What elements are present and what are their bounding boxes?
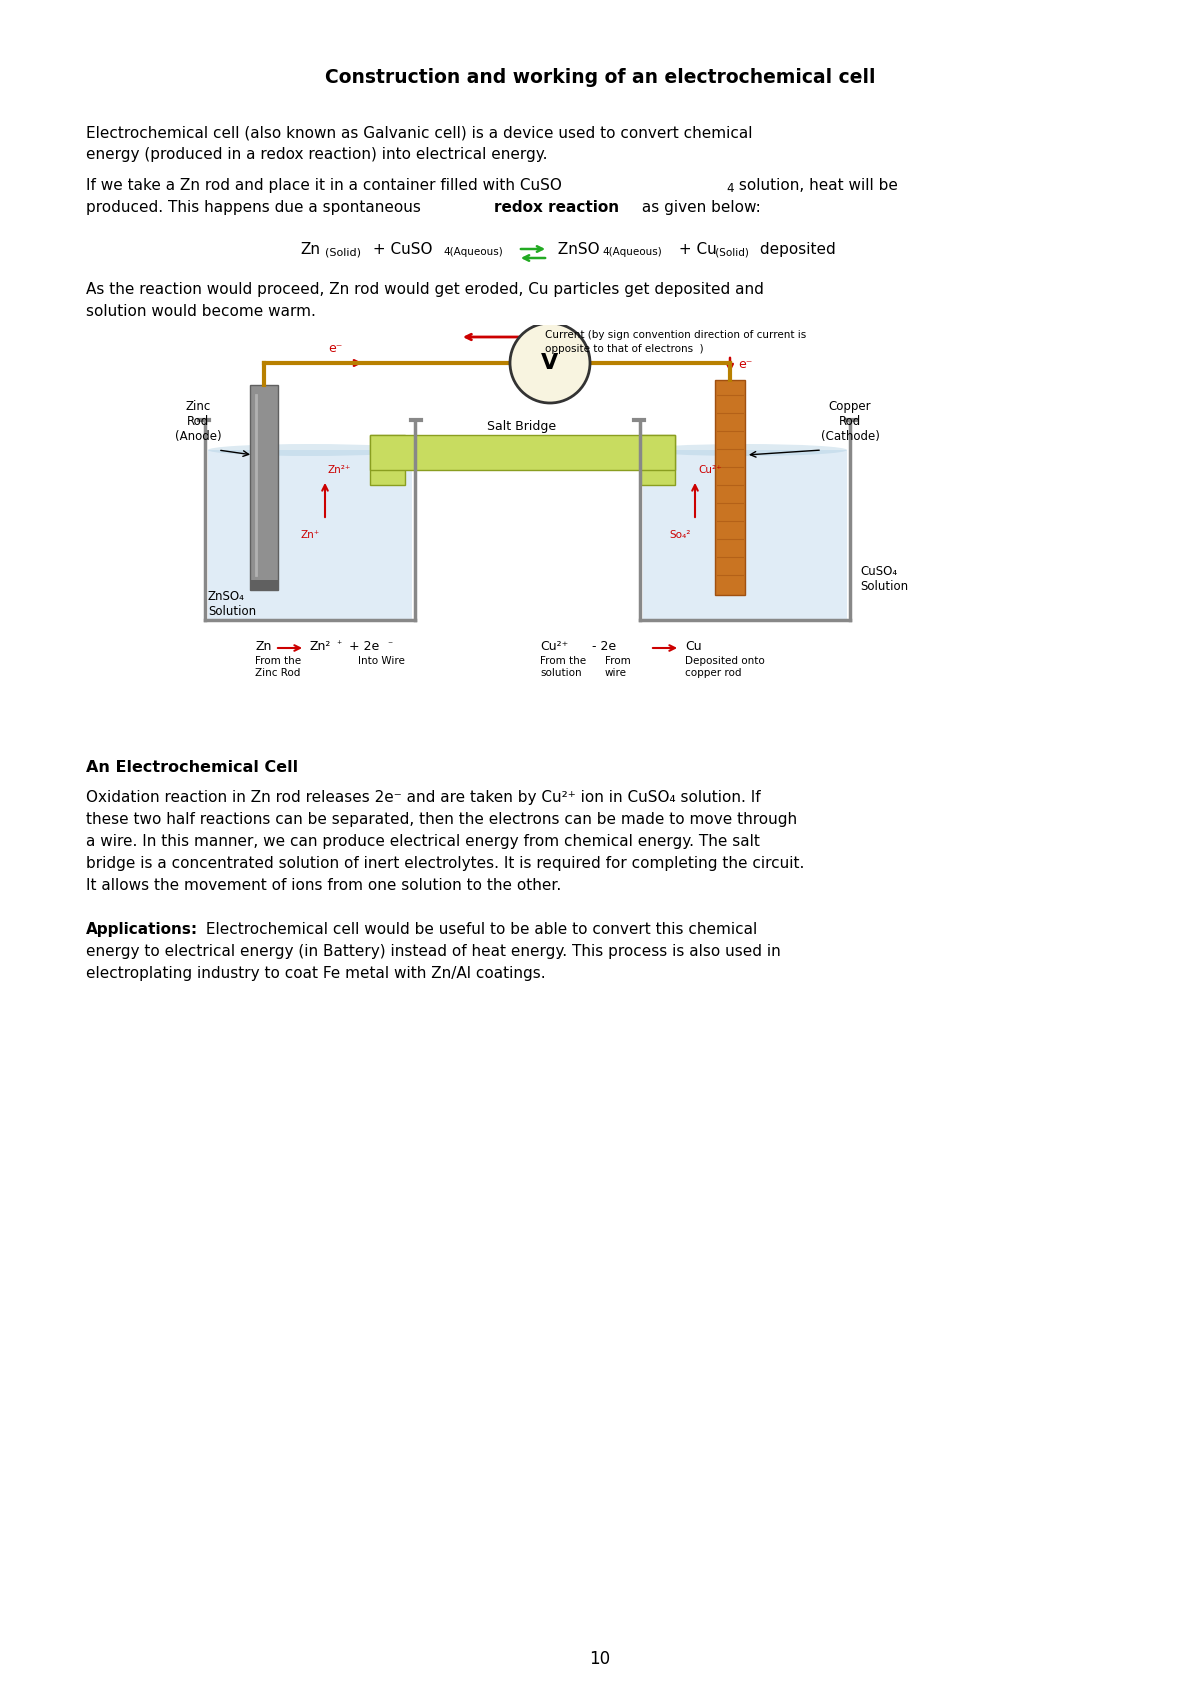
FancyBboxPatch shape bbox=[370, 435, 674, 470]
Text: Oxidation reaction in Zn rod releases 2e⁻ and are taken by Cu²⁺ ion in CuSO₄ sol: Oxidation reaction in Zn rod releases 2e… bbox=[86, 790, 761, 805]
Text: solution would become warm.: solution would become warm. bbox=[86, 304, 317, 319]
Text: 10: 10 bbox=[589, 1650, 611, 1667]
Text: 4(Aqueous): 4(Aqueous) bbox=[602, 246, 661, 256]
Text: as given below:: as given below: bbox=[637, 200, 761, 216]
Text: Zinc
Rod
(Anode): Zinc Rod (Anode) bbox=[175, 401, 221, 443]
FancyBboxPatch shape bbox=[643, 450, 847, 620]
Text: From the: From the bbox=[256, 655, 301, 666]
Text: Electrochemical cell would be useful to be able to convert this chemical: Electrochemical cell would be useful to … bbox=[202, 922, 757, 937]
Text: + Cu: + Cu bbox=[674, 243, 716, 256]
Text: solution, heat will be: solution, heat will be bbox=[734, 178, 899, 194]
Text: wire: wire bbox=[605, 667, 628, 678]
Text: From: From bbox=[605, 655, 631, 666]
Text: CuSO₄: CuSO₄ bbox=[860, 565, 898, 577]
Text: + CuSO: + CuSO bbox=[368, 243, 432, 256]
Text: If we take a Zn rod and place it in a container filled with CuSO: If we take a Zn rod and place it in a co… bbox=[86, 178, 563, 194]
Text: So₄²: So₄² bbox=[670, 530, 691, 540]
Text: Copper
Rod
(Cathode): Copper Rod (Cathode) bbox=[821, 401, 880, 443]
Text: electroplating industry to coat Fe metal with Zn/Al coatings.: electroplating industry to coat Fe metal… bbox=[86, 966, 546, 981]
FancyBboxPatch shape bbox=[250, 581, 278, 589]
Text: deposited: deposited bbox=[755, 243, 835, 256]
Text: ⁺: ⁺ bbox=[336, 640, 341, 650]
Ellipse shape bbox=[208, 443, 412, 457]
Text: produced. This happens due a spontaneous: produced. This happens due a spontaneous bbox=[86, 200, 426, 216]
Text: Cu²⁺: Cu²⁺ bbox=[698, 465, 721, 475]
Text: ⁻: ⁻ bbox=[386, 640, 392, 650]
Text: Zn⁺: Zn⁺ bbox=[300, 530, 319, 540]
Text: Solution: Solution bbox=[860, 581, 908, 593]
Text: opposite to that of electrons  ): opposite to that of electrons ) bbox=[545, 345, 703, 353]
Text: Applications:: Applications: bbox=[86, 922, 198, 937]
Text: Into Wire: Into Wire bbox=[358, 655, 404, 666]
FancyBboxPatch shape bbox=[370, 435, 406, 486]
Text: An Electrochemical Cell: An Electrochemical Cell bbox=[86, 761, 299, 774]
Text: redox reaction: redox reaction bbox=[494, 200, 619, 216]
Text: (Solid): (Solid) bbox=[712, 246, 749, 256]
Text: Deposited onto: Deposited onto bbox=[685, 655, 764, 666]
Text: Cu²⁺: Cu²⁺ bbox=[540, 640, 569, 654]
Text: 4: 4 bbox=[726, 182, 734, 195]
FancyBboxPatch shape bbox=[640, 435, 674, 486]
Text: It allows the movement of ions from one solution to the other.: It allows the movement of ions from one … bbox=[86, 878, 562, 893]
Text: Electrochemical cell (also known as Galvanic cell) is a device used to convert c: Electrochemical cell (also known as Galv… bbox=[86, 126, 752, 139]
Text: energy to electrical energy (in Battery) instead of heat energy. This process is: energy to electrical energy (in Battery)… bbox=[86, 944, 781, 959]
Circle shape bbox=[510, 323, 590, 402]
Text: these two half reactions can be separated, then the electrons can be made to mov: these two half reactions can be separate… bbox=[86, 812, 798, 827]
Text: V: V bbox=[541, 353, 559, 374]
Text: Zn²⁺: Zn²⁺ bbox=[328, 465, 352, 475]
FancyBboxPatch shape bbox=[250, 385, 278, 589]
Text: Salt Bridge: Salt Bridge bbox=[487, 419, 557, 433]
Text: ZnSO: ZnSO bbox=[553, 243, 600, 256]
Text: 4(Aqueous): 4(Aqueous) bbox=[443, 246, 503, 256]
Text: Zn: Zn bbox=[256, 640, 271, 654]
Text: Construction and working of an electrochemical cell: Construction and working of an electroch… bbox=[325, 68, 875, 87]
Ellipse shape bbox=[643, 443, 847, 457]
Text: copper rod: copper rod bbox=[685, 667, 742, 678]
Text: energy (produced in a redox reaction) into electrical energy.: energy (produced in a redox reaction) in… bbox=[86, 148, 548, 161]
Text: From the: From the bbox=[540, 655, 586, 666]
Text: Cu: Cu bbox=[685, 640, 702, 654]
Text: Current (by sign convention direction of current is: Current (by sign convention direction of… bbox=[545, 329, 806, 340]
Text: ZnSO₄: ZnSO₄ bbox=[208, 589, 245, 603]
Text: solution: solution bbox=[540, 667, 582, 678]
FancyBboxPatch shape bbox=[208, 450, 412, 620]
Text: + 2e: + 2e bbox=[346, 640, 379, 654]
Text: bridge is a concentrated solution of inert electrolytes. It is required for comp: bridge is a concentrated solution of ine… bbox=[86, 856, 805, 871]
Text: (Solid): (Solid) bbox=[325, 246, 361, 256]
Text: Solution: Solution bbox=[208, 604, 256, 618]
Text: Zn: Zn bbox=[300, 243, 320, 256]
Text: Zinc Rod: Zinc Rod bbox=[256, 667, 300, 678]
Text: As the reaction would proceed, Zn rod would get eroded, Cu particles get deposit: As the reaction would proceed, Zn rod wo… bbox=[86, 282, 764, 297]
Text: e⁻: e⁻ bbox=[738, 358, 752, 372]
Text: Zn²: Zn² bbox=[310, 640, 331, 654]
Text: e⁻: e⁻ bbox=[328, 341, 342, 355]
Text: a wire. In this manner, we can produce electrical energy from chemical energy. T: a wire. In this manner, we can produce e… bbox=[86, 834, 761, 849]
FancyBboxPatch shape bbox=[715, 380, 745, 594]
Text: - 2e: - 2e bbox=[580, 640, 616, 654]
